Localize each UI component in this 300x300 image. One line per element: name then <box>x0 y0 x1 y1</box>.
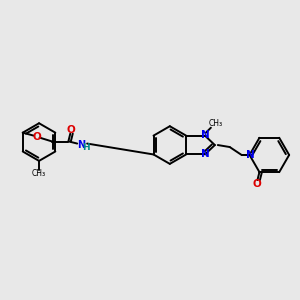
Text: CH₃: CH₃ <box>32 169 46 178</box>
Text: O: O <box>32 132 41 142</box>
Text: CH₃: CH₃ <box>209 119 223 128</box>
Text: N: N <box>201 149 209 160</box>
Text: N: N <box>246 150 255 160</box>
Text: O: O <box>252 179 261 189</box>
Text: H: H <box>82 143 90 152</box>
Text: N: N <box>201 130 209 140</box>
Text: N: N <box>77 140 85 150</box>
Text: O: O <box>67 125 76 135</box>
